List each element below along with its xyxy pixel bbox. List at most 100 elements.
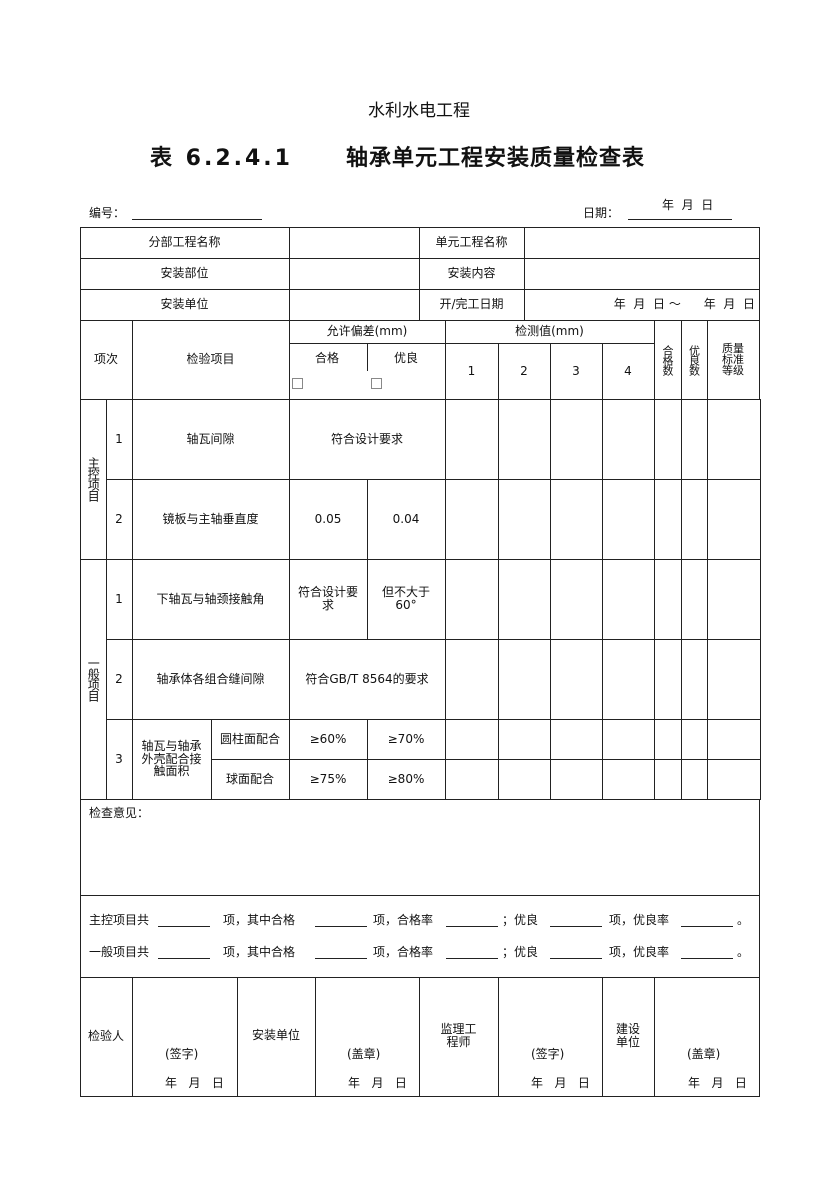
general-3a-excellent: ≥70%	[367, 719, 446, 760]
measurement-cell[interactable]	[550, 639, 603, 720]
table-number: 表 6.2.4.1	[150, 146, 293, 171]
owner-text: 建设单位	[615, 1022, 640, 1049]
supervisor-text: 监理工程师	[440, 1022, 477, 1049]
install-part-value[interactable]	[289, 258, 420, 290]
summary-blank[interactable]	[158, 958, 210, 959]
summary-box	[80, 895, 760, 978]
measurement-cell[interactable]	[654, 559, 682, 640]
measurement-cell[interactable]	[681, 759, 708, 800]
measurement-cell[interactable]	[550, 399, 603, 480]
sub-project-value[interactable]	[289, 227, 420, 259]
excellent-checkbox[interactable]	[371, 378, 382, 389]
summary-text: 项，优良率	[609, 913, 670, 927]
install-unit-seal[interactable]	[315, 977, 420, 1097]
measurement-cell[interactable]	[445, 759, 499, 800]
measurement-cell[interactable]	[602, 559, 655, 640]
measurement-cell[interactable]	[498, 559, 551, 640]
measurement-cell[interactable]	[681, 639, 708, 720]
measurement-cell[interactable]	[498, 639, 551, 720]
general-1-index: 1	[106, 559, 133, 640]
general-3-index: 3	[106, 719, 133, 800]
general-3-item-text: 轴瓦与轴承外壳配合接触面积	[141, 739, 202, 779]
measurement-cell[interactable]	[654, 399, 682, 480]
date-value: 年 月 日	[662, 198, 714, 212]
measurement-cell[interactable]	[654, 759, 682, 800]
install-unit-value[interactable]	[289, 289, 420, 321]
pass-checkbox[interactable]	[292, 378, 303, 389]
measurement-cell[interactable]	[445, 479, 499, 560]
measurement-cell[interactable]	[550, 559, 603, 640]
date-field[interactable]	[628, 219, 732, 220]
inspector-date: 年 月 日	[165, 1076, 224, 1090]
measurement-cell[interactable]	[445, 399, 499, 480]
summary-blank[interactable]	[681, 926, 733, 927]
col-m3: 3	[550, 343, 603, 400]
general-1-excellent-text: 但不大于60°	[381, 585, 430, 612]
unit-project-value[interactable]	[524, 227, 760, 259]
general-3a-name: 圆柱面配合	[211, 719, 290, 760]
measurement-cell[interactable]	[707, 479, 761, 560]
measurement-cell[interactable]	[681, 479, 708, 560]
main-group-text: 主控项目	[86, 457, 101, 501]
summary-blank[interactable]	[550, 926, 602, 927]
supervisor-date: 年 月 日	[531, 1076, 590, 1090]
general-summary-label: 一般项目共	[89, 945, 150, 959]
measurement-cell[interactable]	[707, 759, 761, 800]
org-title: 水利水电工程	[368, 101, 470, 121]
measurement-cell[interactable]	[602, 719, 655, 760]
measurement-cell[interactable]	[445, 639, 499, 720]
measurement-cell[interactable]	[602, 479, 655, 560]
measurement-cell[interactable]	[707, 399, 761, 480]
measurement-cell[interactable]	[654, 639, 682, 720]
number-field[interactable]	[132, 219, 262, 220]
measurement-cell[interactable]	[550, 479, 603, 560]
inspector-sign[interactable]	[132, 977, 238, 1097]
general-3a-pass: ≥60%	[289, 719, 368, 760]
remarks-box[interactable]: 检查意见：	[80, 799, 760, 896]
owner-date: 年 月 日	[688, 1076, 747, 1090]
summary-blank[interactable]	[446, 926, 498, 927]
col-grade: 质量标准等级	[707, 320, 760, 400]
measurement-cell[interactable]	[602, 759, 655, 800]
grade-text: 质量标准等级	[722, 342, 744, 377]
measurement-cell[interactable]	[602, 399, 655, 480]
install-content-value[interactable]	[524, 258, 760, 290]
summary-text: 项，合格率	[373, 945, 434, 959]
summary-blank[interactable]	[446, 958, 498, 959]
col-excellent-label: 优良	[394, 351, 419, 365]
measurement-cell[interactable]	[707, 719, 761, 760]
measurement-cell[interactable]	[550, 759, 603, 800]
measurement-cell[interactable]	[681, 399, 708, 480]
general-3-item: 轴瓦与轴承外壳配合接触面积	[132, 719, 212, 800]
summary-blank[interactable]	[158, 926, 210, 927]
measurement-cell[interactable]	[445, 719, 499, 760]
main-2-excellent: 0.04	[367, 479, 446, 560]
measurement-cell[interactable]	[550, 719, 603, 760]
measurement-cell[interactable]	[498, 719, 551, 760]
main-2-item: 镜板与主轴垂直度	[132, 479, 290, 560]
owner-seal[interactable]	[654, 977, 760, 1097]
install-content-label: 安装内容	[419, 258, 525, 290]
summary-blank[interactable]	[550, 958, 602, 959]
measurement-cell[interactable]	[498, 759, 551, 800]
summary-blank[interactable]	[315, 958, 367, 959]
measurement-cell[interactable]	[707, 639, 761, 720]
summary-text: ；优良	[502, 945, 539, 959]
measurement-cell[interactable]	[707, 559, 761, 640]
summary-blank[interactable]	[681, 958, 733, 959]
measurement-cell[interactable]	[498, 479, 551, 560]
summary-blank[interactable]	[315, 926, 367, 927]
owner-seal-label: (盖章)	[687, 1047, 721, 1061]
col-measured: 检测值(mm)	[445, 320, 655, 344]
measurement-cell[interactable]	[602, 639, 655, 720]
measurement-cell[interactable]	[654, 719, 682, 760]
measurement-cell[interactable]	[498, 399, 551, 480]
main-1-index: 1	[106, 399, 133, 480]
measurement-cell[interactable]	[654, 479, 682, 560]
supervisor-sign[interactable]	[498, 977, 603, 1097]
excellent-count-text: 优良数	[687, 344, 701, 375]
measurement-cell[interactable]	[445, 559, 499, 640]
summary-text: 项，合格率	[373, 913, 434, 927]
measurement-cell[interactable]	[681, 559, 708, 640]
measurement-cell[interactable]	[681, 719, 708, 760]
